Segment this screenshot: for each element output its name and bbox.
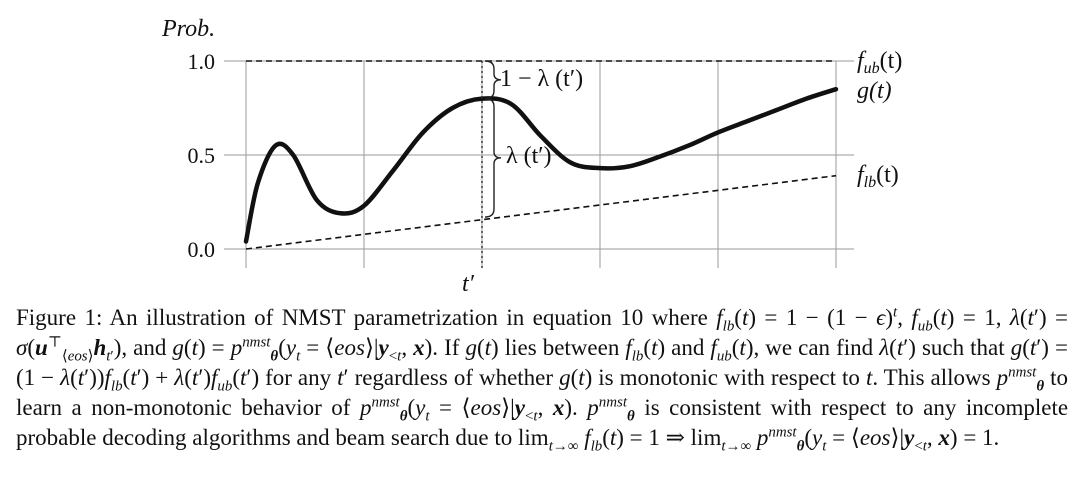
brace-lambda xyxy=(484,97,502,218)
annotation-lambda: λ (t′) xyxy=(506,143,552,169)
label-f-ub: fub(t) xyxy=(857,48,902,77)
x-tick-label-t-prime: t′ xyxy=(462,271,475,297)
series-group xyxy=(243,60,839,250)
nmst-chart: Prob. 0.0 0.5 1.0 t′ 1 − λ (t′) λ (t′) fub… xyxy=(161,16,902,297)
y-axis-label: Prob. xyxy=(161,16,215,42)
series-f-lb xyxy=(245,174,837,250)
caption-label: Figure 1: xyxy=(16,305,103,330)
figure-1: Prob. 0.0 0.5 1.0 t′ 1 − λ (t′) λ (t′) fub… xyxy=(161,16,902,297)
brace-1-minus-lambda xyxy=(484,60,502,100)
figure-caption: Figure 1: An illustration of NMST parame… xyxy=(16,304,1069,455)
y-tick-label-1: 0.5 xyxy=(188,143,216,168)
label-g: g(t) xyxy=(857,78,892,104)
y-tick-labels: 0.0 0.5 1.0 xyxy=(188,49,216,262)
series-g xyxy=(243,86,839,244)
label-f-lb: flb(t) xyxy=(857,162,899,191)
caption-intro: An illustration of NMST parametrization … xyxy=(109,305,708,330)
y-tick-label-2: 1.0 xyxy=(188,49,216,74)
annotation-1-minus-lambda: 1 − λ (t′) xyxy=(500,66,583,92)
y-tick-label-0: 0.0 xyxy=(188,237,216,262)
